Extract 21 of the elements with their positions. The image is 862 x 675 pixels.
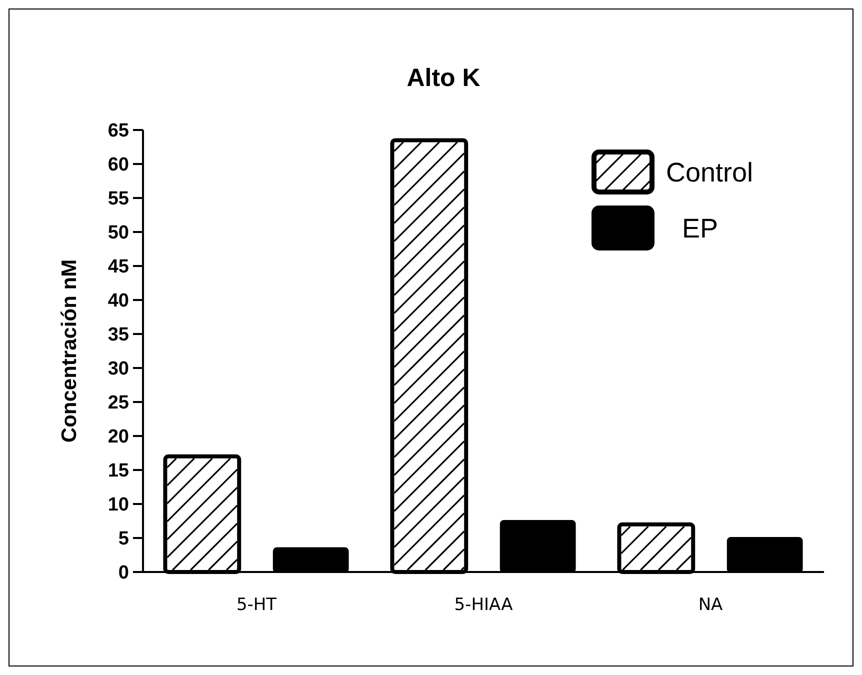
- y-tick-label: 25: [108, 392, 130, 414]
- y-tick-label: 20: [108, 426, 129, 448]
- y-tick-label: 0: [118, 562, 129, 584]
- legend-label: Control: [666, 157, 754, 188]
- y-tick-label: 15: [108, 460, 130, 482]
- x-tick-label: 5-HT: [236, 595, 278, 615]
- legend-label: EP: [682, 213, 718, 244]
- y-tick-label: 60: [108, 154, 129, 176]
- y-tick-label: 45: [108, 256, 130, 278]
- y-tick-label: 10: [108, 494, 129, 516]
- y-tick-label: 40: [108, 290, 129, 312]
- y-axis-title: Concentración nM: [58, 259, 81, 443]
- y-tick-label: 5: [118, 528, 130, 550]
- y-tick-label: 35: [108, 324, 130, 346]
- x-tick-label: NA: [698, 595, 724, 615]
- y-tick-label: 50: [108, 222, 129, 244]
- y-tick-label: 65: [108, 120, 130, 142]
- y-tick-label: 55: [108, 188, 130, 210]
- y-tick-label: 30: [108, 358, 129, 380]
- chart-title: Alto K: [406, 64, 480, 92]
- x-tick-label: 5-HIAA: [454, 595, 514, 615]
